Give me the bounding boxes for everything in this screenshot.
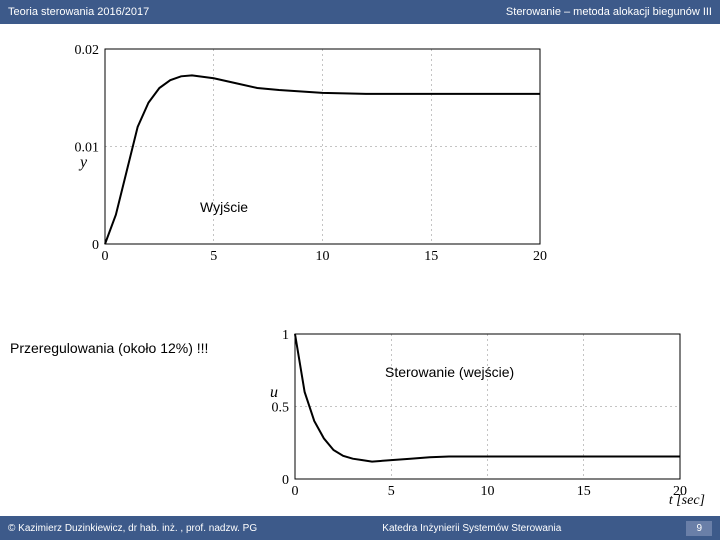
annotation-przeregulowania: Przeregulowania (około 12%) !!! (10, 339, 210, 357)
chart-control: 0510152000.51 u t [sec] Sterowanie (wejś… (240, 324, 690, 504)
slide-header: Teoria sterowania 2016/2017 Sterowanie –… (0, 0, 720, 24)
svg-text:0: 0 (92, 238, 99, 253)
chart-output: 0510152000.010.02 y Wyjście (50, 39, 550, 269)
svg-text:5: 5 (388, 484, 395, 499)
svg-text:5: 5 (210, 249, 217, 264)
svg-text:20: 20 (533, 249, 547, 264)
chart-output-svg: 0510152000.010.02 (50, 39, 550, 269)
chart1-ylabel: y (80, 154, 87, 172)
footer-left: © Kazimierz Duzinkiewicz, dr hab. inż. ,… (8, 523, 257, 534)
header-right: Sterowanie – metoda alokacji biegunów II… (506, 6, 712, 18)
annotation-wyjscie: Wyjście (200, 199, 248, 215)
svg-text:0.02: 0.02 (75, 43, 100, 58)
svg-text:0: 0 (102, 249, 109, 264)
svg-text:0: 0 (292, 484, 299, 499)
chart2-xlabel: t [sec] (669, 493, 705, 509)
chart-control-svg: 0510152000.51 (240, 324, 690, 504)
chart2-ylabel: u (270, 384, 278, 402)
svg-text:10: 10 (316, 249, 330, 264)
slide-content: 0510152000.010.02 y Wyjście Przeregulowa… (0, 24, 720, 516)
svg-text:1: 1 (282, 328, 289, 343)
svg-text:15: 15 (424, 249, 438, 264)
svg-text:0.5: 0.5 (272, 401, 290, 416)
annotation-sterowanie: Sterowanie (wejście) (385, 364, 514, 380)
svg-text:0: 0 (282, 473, 289, 488)
header-left: Teoria sterowania 2016/2017 (8, 6, 149, 18)
slide-footer: © Kazimierz Duzinkiewicz, dr hab. inż. ,… (0, 516, 720, 540)
footer-center: Katedra Inżynierii Systemów Sterowania (382, 523, 561, 534)
svg-text:15: 15 (577, 484, 591, 499)
footer-page: 9 (686, 521, 712, 536)
svg-text:10: 10 (481, 484, 495, 499)
